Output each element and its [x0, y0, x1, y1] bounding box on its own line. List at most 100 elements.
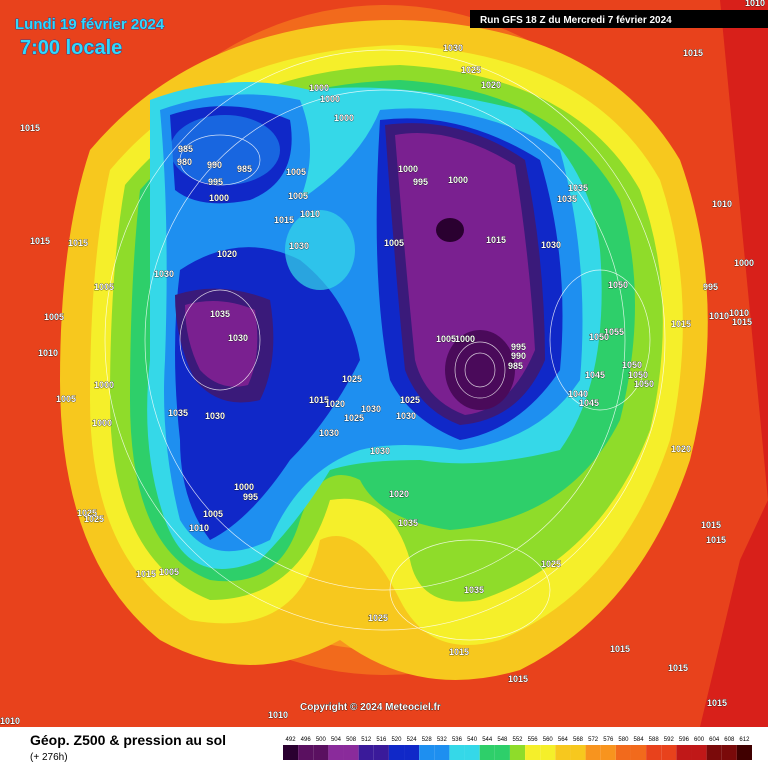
isobar-label: 1015 — [309, 395, 329, 405]
scale-label: 544 — [482, 737, 493, 743]
time: 7:00 locale — [20, 37, 122, 59]
scale-label: 592 — [664, 737, 675, 743]
isobar-label: 1000 — [209, 193, 229, 203]
copyright: Copyright © 2024 Meteociel.fr — [300, 702, 441, 713]
isobar-label: 1035 — [568, 183, 588, 193]
scale-swatch — [434, 745, 450, 760]
isobar-label: 1025 — [84, 514, 104, 524]
scale-swatch — [661, 745, 677, 760]
isobar-label: 1025 — [400, 395, 420, 405]
scale-label: 524 — [407, 737, 418, 743]
scale-swatch — [358, 745, 374, 760]
scale-label: 588 — [649, 737, 660, 743]
isobar-label: 1005 — [159, 567, 179, 577]
isobar-label: 1000 — [309, 83, 329, 93]
isobar-label: 1015 — [449, 647, 469, 657]
date: Lundi 19 février 2024 — [15, 16, 165, 33]
scale-label: 596 — [679, 737, 690, 743]
scale-swatch — [464, 745, 480, 760]
isobar-label: 1005 — [203, 509, 223, 519]
isobar-label: 1005 — [384, 238, 404, 248]
isobar-label: 990 — [511, 351, 526, 361]
isobar-label: 1030 — [396, 411, 416, 421]
isobar-label: 995 — [243, 492, 258, 502]
scale-swatch — [404, 745, 420, 760]
isobar-label: 1000 — [455, 334, 475, 344]
isobar-label: 1015 — [30, 236, 50, 246]
scale-label: 580 — [618, 737, 629, 743]
scale-swatch — [646, 745, 662, 760]
isobar-label: 1050 — [608, 280, 628, 290]
isobar-label: 980 — [177, 157, 192, 167]
isobar-label: 1015 — [68, 238, 88, 248]
isobar-label: 1040 — [568, 389, 588, 399]
scale-label: 508 — [346, 737, 357, 743]
isobar-label: 1025 — [461, 65, 481, 75]
isobar-label: 990 — [207, 160, 222, 170]
isobar-label: 1035 — [210, 309, 230, 319]
isobar-label: 1015 — [610, 644, 630, 654]
isobar-label: 1050 — [589, 332, 609, 342]
scale-label: 532 — [437, 737, 448, 743]
isobar-label: 1015 — [136, 569, 156, 579]
isobar-label: 1025 — [344, 413, 364, 423]
isobar-label: 1035 — [557, 194, 577, 204]
run: Run GFS 18 Z du Mercredi 7 février 2024 — [480, 15, 672, 26]
isobar-label: 1045 — [579, 398, 599, 408]
isobar-label: 995 — [413, 177, 428, 187]
scale-label: 500 — [316, 737, 327, 743]
isobar-label: 1020 — [389, 489, 409, 499]
scale-swatch — [630, 745, 647, 760]
scale-label: 504 — [331, 737, 342, 743]
isobar-label: 995 — [511, 342, 526, 352]
scale-label: 612 — [739, 737, 750, 743]
isobar-label: 1000 — [92, 418, 112, 428]
isobar-label: 1030 — [541, 240, 561, 250]
isobar-label: 985 — [508, 361, 523, 371]
scale-label: 560 — [543, 737, 554, 743]
scale-swatch — [585, 745, 601, 760]
isobar-label: 1005 — [288, 191, 308, 201]
isobar-label: 1030 — [205, 411, 225, 421]
scale-swatch — [555, 745, 571, 760]
isobar-label: 1005 — [44, 312, 64, 322]
isobar-label: 1015 — [683, 48, 703, 58]
scale-swatch — [328, 745, 344, 760]
isobar-label: 1000 — [398, 164, 418, 174]
isobar-label: 1035 — [464, 585, 484, 595]
isobar-label: 1015 — [707, 698, 727, 708]
isobar-label: 1015 — [671, 319, 691, 329]
isobar-label: 1050 — [622, 360, 642, 370]
isobar-label: 1025 — [342, 374, 362, 384]
scale-swatch — [494, 745, 510, 760]
scale-label: 512 — [361, 737, 372, 743]
scale-swatch — [388, 745, 405, 760]
isobar-label: 1020 — [217, 249, 237, 259]
scale-swatch — [525, 745, 541, 760]
isobar-label: 1005 — [436, 334, 456, 344]
isobar-label: 1000 — [320, 94, 340, 104]
isobar-label: 1000 — [94, 380, 114, 390]
scale-swatch — [298, 745, 314, 760]
scale-label: 572 — [588, 737, 599, 743]
scale-label: 608 — [724, 737, 735, 743]
isobar-label: 1000 — [234, 482, 254, 492]
scale-swatch — [449, 745, 465, 760]
scale-swatch — [615, 745, 631, 760]
isobar-label: 1010 — [300, 209, 320, 219]
scale-label: 552 — [512, 737, 523, 743]
scale-label: 516 — [376, 737, 387, 743]
isobar-label: 1000 — [334, 113, 354, 123]
isobar-label: 1030 — [228, 333, 248, 343]
scale-swatch — [479, 745, 495, 760]
isobar-label: 1010 — [268, 710, 288, 720]
isobar-label: 1025 — [541, 559, 561, 569]
isobar-label: 1000 — [734, 258, 754, 268]
scale-label: 556 — [528, 737, 539, 743]
isobar-label: 1055 — [604, 327, 624, 337]
isobar-label: 1005 — [94, 282, 114, 292]
scale-label: 520 — [391, 737, 402, 743]
scale-swatch — [343, 745, 359, 760]
legend-title: Géop. Z500 & pression au sol — [30, 732, 226, 748]
